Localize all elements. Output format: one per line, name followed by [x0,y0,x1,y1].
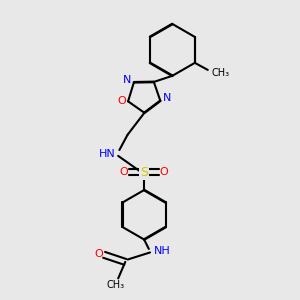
Text: S: S [140,166,148,179]
Text: CH₃: CH₃ [107,280,125,290]
Text: N: N [163,93,171,103]
Text: N: N [123,75,131,85]
Text: CH₃: CH₃ [211,68,230,78]
Text: HN: HN [99,148,116,158]
Text: NH: NH [154,246,171,256]
Text: O: O [117,96,126,106]
Text: O: O [120,167,128,177]
Text: O: O [94,249,103,259]
Text: O: O [160,167,169,177]
